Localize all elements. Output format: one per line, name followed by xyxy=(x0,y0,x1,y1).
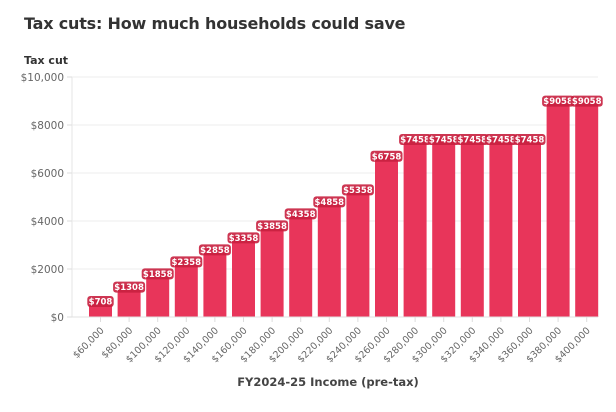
data-label: $9058 xyxy=(543,97,573,107)
bar xyxy=(289,212,313,317)
bar xyxy=(346,188,370,317)
bar xyxy=(403,138,427,317)
data-label-bg xyxy=(256,220,289,232)
data-label: $7458 xyxy=(400,136,430,146)
data-label: $7458 xyxy=(515,136,545,146)
data-label-bg xyxy=(542,95,575,107)
bar xyxy=(203,248,227,317)
y-tick-label: $0 xyxy=(51,312,64,324)
data-label-bg xyxy=(170,256,203,268)
data-label-bg xyxy=(198,244,231,256)
bar xyxy=(117,285,141,317)
data-label-bg xyxy=(87,296,114,308)
data-label-bg xyxy=(513,134,546,146)
bar xyxy=(232,236,255,317)
data-label: $7458 xyxy=(429,136,459,146)
data-label-bg xyxy=(456,134,489,146)
data-label: $3358 xyxy=(229,234,259,244)
data-label: $6758 xyxy=(372,152,402,162)
bars xyxy=(89,99,599,317)
chart-title: Tax cuts: How much households could save xyxy=(24,14,406,33)
data-label-bg xyxy=(341,184,374,196)
data-label: $7458 xyxy=(486,136,516,146)
bar xyxy=(575,99,599,317)
data-label-bg xyxy=(284,208,317,220)
y-tick-label: $2000 xyxy=(31,264,64,276)
bar xyxy=(174,260,198,317)
data-label-bg xyxy=(399,134,432,146)
bar xyxy=(375,154,398,317)
data-label: $9058 xyxy=(572,97,602,107)
y-axis-ticks: $0 $2000 $4000 $6000 $8000 $10,000 xyxy=(21,72,72,324)
data-label: $4858 xyxy=(315,198,345,208)
data-label: $4358 xyxy=(286,210,316,220)
data-label: $1858 xyxy=(143,270,173,280)
y-tick-label: $10,000 xyxy=(21,72,64,84)
data-label-bg xyxy=(141,268,174,280)
bar xyxy=(518,138,541,317)
bar xyxy=(432,138,456,317)
data-label: $5358 xyxy=(343,186,373,196)
data-label: $3858 xyxy=(257,222,287,232)
y-axis-label: Tax cut xyxy=(24,54,69,67)
data-label: $2358 xyxy=(172,258,202,268)
data-label-bg xyxy=(113,281,146,293)
bar xyxy=(546,99,570,317)
data-label: $1308 xyxy=(114,283,144,293)
bar xyxy=(146,272,170,317)
bar xyxy=(489,138,513,317)
data-label-bg xyxy=(484,134,517,146)
data-labels: $708$1308 $1858 $2358 $2858 $3358 $3858 $4358 $… xyxy=(87,95,603,308)
bar xyxy=(460,138,484,317)
data-label-bg xyxy=(370,150,403,162)
y-tick-label: $6000 xyxy=(31,168,64,180)
data-label-bg xyxy=(313,196,346,208)
bar xyxy=(260,224,284,317)
data-label-bg xyxy=(427,134,460,146)
data-label: $2858 xyxy=(200,246,230,256)
data-label: $7458 xyxy=(458,136,488,146)
x-axis-label: FY2024-25 Income (pre-tax) xyxy=(237,375,419,389)
y-tick-label: $4000 xyxy=(31,216,64,228)
x-axis-ticks: $60,000$80,000$100,000$120,000$140,000$1… xyxy=(71,316,598,365)
data-label-bg xyxy=(570,95,603,107)
y-tick-label: $8000 xyxy=(31,120,64,132)
bar xyxy=(317,200,341,317)
data-label-bg xyxy=(227,232,260,244)
data-label: $708 xyxy=(89,298,113,308)
